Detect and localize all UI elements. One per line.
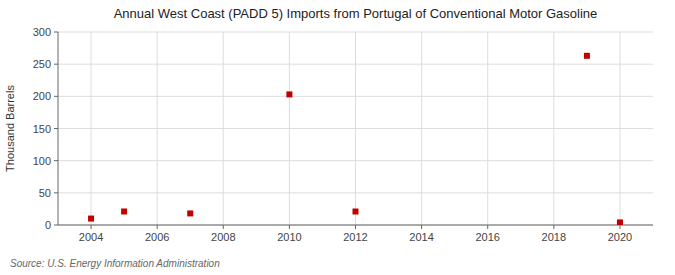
y-tick-label: 300 (33, 26, 51, 38)
x-tick (355, 225, 356, 229)
point (187, 210, 193, 216)
y-tick-label: 150 (33, 123, 51, 135)
x-tick-label: 2012 (343, 231, 367, 243)
y-tick-label: 200 (33, 90, 51, 102)
point (353, 208, 359, 214)
y-tick (54, 160, 58, 161)
x-tick (553, 225, 554, 229)
points (88, 53, 623, 225)
title: Annual West Coast (PADD 5) Imports from … (114, 6, 598, 21)
x-tick-label: 2010 (277, 231, 301, 243)
chart: 2004 2006 2008 2010 2012 2014 2016 2018 2020 0 50 1… (0, 0, 675, 275)
grid-line (553, 32, 554, 225)
x-tick-label: 2014 (409, 231, 433, 243)
y-tick (54, 225, 58, 226)
grid-line (355, 32, 356, 225)
grid-line (157, 32, 158, 225)
grid (58, 32, 653, 225)
y-tick (54, 32, 58, 33)
x-tick (289, 225, 290, 229)
grid-line (487, 32, 488, 225)
grid-line (223, 32, 224, 225)
grid-line (421, 32, 422, 225)
x-tick (421, 225, 422, 229)
x-tick-label: 2016 (475, 231, 499, 243)
point (584, 53, 590, 59)
y-tick-label: 50 (39, 187, 51, 199)
x-tick-label: 2018 (542, 231, 566, 243)
grid-line (619, 32, 620, 225)
grid-line (91, 32, 92, 225)
x-tick (157, 225, 158, 229)
source: Source: U.S. Energy Information Administ… (10, 258, 220, 269)
y-tick-label: 250 (33, 58, 51, 70)
y-axis-label: Thousand Barrels (4, 85, 16, 172)
grid-line (289, 32, 290, 225)
y-tick (54, 192, 58, 193)
point (88, 216, 94, 222)
x-tick (619, 225, 620, 229)
x-tick-label: 2006 (145, 231, 169, 243)
point (121, 208, 127, 214)
x-tick-label: 2008 (211, 231, 235, 243)
x-tick-label: 2020 (608, 231, 632, 243)
point (286, 91, 292, 97)
x-tick (487, 225, 488, 229)
x-tick (223, 225, 224, 229)
point (617, 219, 623, 225)
y-tick-label: 100 (33, 155, 51, 167)
x-tick (91, 225, 92, 229)
y-tick (54, 96, 58, 97)
y-tick-label: 0 (45, 219, 51, 231)
x-tick-label: 2004 (79, 231, 103, 243)
y-tick (54, 128, 58, 129)
y-tick (54, 64, 58, 65)
